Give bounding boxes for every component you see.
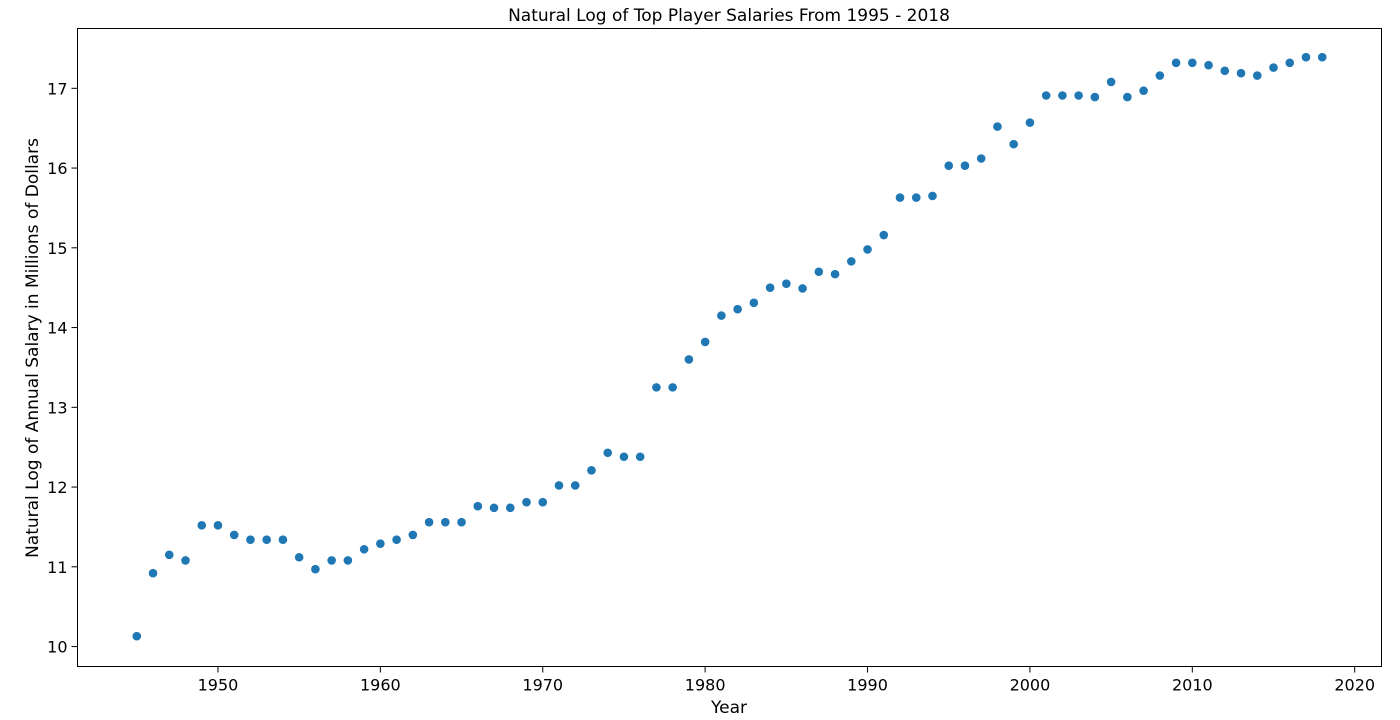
data-point: [1204, 60, 1213, 70]
data-point: [765, 283, 775, 292]
data-point: [684, 355, 694, 364]
data-point: [1285, 58, 1295, 68]
data-point: [311, 564, 320, 574]
data-point: [1139, 86, 1148, 96]
data-point: [652, 383, 661, 392]
data-point: [1236, 68, 1246, 78]
data-point: [489, 503, 499, 513]
data-point: [376, 539, 385, 548]
x-tick-label: 1990: [847, 676, 888, 695]
data-point: [570, 481, 580, 490]
data-point: [1155, 71, 1165, 80]
data-point: [359, 544, 369, 554]
data-point: [619, 452, 629, 462]
data-point: [668, 383, 677, 392]
data-point: [863, 245, 872, 254]
data-point: [993, 122, 1002, 131]
data-point: [928, 191, 937, 201]
data-point: [944, 161, 954, 170]
data-point: [246, 535, 255, 544]
data-point: [911, 193, 921, 202]
x-tick-label: 1970: [522, 676, 563, 695]
y-tick-label: 17: [47, 79, 67, 98]
y-tick-label: 10: [47, 638, 67, 657]
data-point: [603, 448, 613, 458]
data-point: [148, 568, 158, 578]
data-points: [132, 52, 1327, 641]
data-point: [1090, 92, 1100, 102]
data-point: [1188, 58, 1197, 68]
data-point: [424, 517, 434, 527]
data-point: [587, 466, 596, 475]
x-axis-label: Year: [710, 698, 747, 718]
data-point: [895, 193, 905, 202]
data-point: [879, 230, 889, 240]
data-point: [473, 501, 483, 511]
data-point: [700, 337, 710, 347]
data-point: [782, 279, 791, 289]
x-tick-label: 2020: [1334, 676, 1375, 695]
data-point: [1171, 58, 1181, 68]
data-point: [457, 517, 466, 527]
y-tick-label: 12: [47, 478, 67, 497]
y-tick-label: 14: [47, 319, 67, 338]
data-point: [749, 298, 759, 308]
data-point: [635, 452, 645, 462]
data-point: [1074, 91, 1083, 100]
data-point: [343, 556, 353, 565]
data-point: [327, 556, 336, 565]
x-tick-label: 2010: [1172, 676, 1213, 695]
data-point: [262, 535, 271, 544]
data-point: [814, 267, 824, 277]
data-point: [1009, 139, 1018, 149]
data-point: [554, 481, 564, 490]
y-tick-label: 13: [47, 398, 67, 417]
data-point: [798, 284, 807, 293]
data-point: [1025, 118, 1035, 127]
data-point: [717, 311, 726, 320]
data-point: [1252, 71, 1262, 80]
data-point: [408, 530, 418, 540]
data-point: [1123, 92, 1132, 102]
data-point: [229, 530, 239, 540]
data-point: [522, 497, 531, 507]
plot-frame: [77, 28, 1382, 667]
data-point: [1220, 66, 1230, 76]
data-point: [733, 304, 742, 314]
data-point: [392, 535, 401, 544]
chart-title: Natural Log of Top Player Salaries From …: [508, 6, 950, 26]
axis-ticks: 1950 1960 1970 1980 1990 2000 2010 2020 10 11 12 13…: [47, 79, 1375, 694]
data-point: [164, 550, 174, 560]
data-point: [1041, 91, 1051, 100]
data-point: [441, 517, 450, 527]
data-point: [505, 503, 515, 513]
data-point: [132, 631, 142, 641]
y-tick-label: 15: [47, 239, 67, 258]
data-point: [960, 161, 970, 170]
data-point: [1058, 91, 1067, 100]
data-point: [538, 497, 548, 507]
y-axis-label: Natural Log of Annual Salary in Millions…: [23, 138, 43, 558]
data-point: [830, 269, 840, 279]
x-tick-label: 1950: [198, 676, 239, 695]
x-tick-label: 1980: [685, 676, 726, 695]
data-point: [181, 556, 190, 565]
x-tick-label: 2000: [1010, 676, 1051, 695]
data-point: [1269, 63, 1278, 72]
data-point: [976, 154, 986, 163]
x-tick-label: 1960: [360, 676, 401, 695]
data-point: [294, 552, 304, 562]
data-point: [278, 535, 288, 544]
data-point: [197, 521, 207, 530]
data-point: [1317, 52, 1327, 62]
y-tick-label: 11: [47, 558, 67, 577]
data-point: [1301, 52, 1311, 62]
data-point: [213, 521, 223, 530]
data-point: [846, 257, 856, 266]
y-tick-label: 16: [47, 159, 67, 178]
data-point: [1106, 77, 1116, 87]
